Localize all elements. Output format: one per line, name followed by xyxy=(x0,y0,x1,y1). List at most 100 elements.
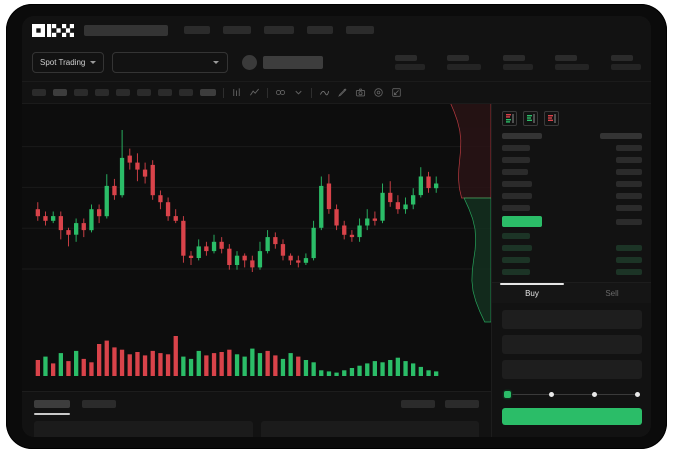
timeframe-button-active[interactable] xyxy=(53,89,67,96)
market-stat-value xyxy=(611,64,641,70)
orderbook-ask-row[interactable] xyxy=(502,191,642,200)
ask-amount xyxy=(616,192,642,199)
slider-step-1[interactable] xyxy=(549,391,554,397)
bottom-action-2[interactable] xyxy=(445,400,479,408)
search-input[interactable] xyxy=(84,24,168,36)
ask-price xyxy=(502,144,530,151)
orderbook-header-row xyxy=(502,131,642,140)
amount-slider[interactable] xyxy=(504,389,640,399)
candlestick-canvas xyxy=(22,104,491,376)
timeframe-button[interactable] xyxy=(116,89,130,96)
orderbook-bid-row[interactable] xyxy=(502,267,642,276)
camera-icon[interactable] xyxy=(355,87,366,98)
submit-order-button[interactable] xyxy=(502,408,642,425)
app-header xyxy=(22,16,651,44)
slider-step-3[interactable] xyxy=(635,391,640,397)
orderbook-bid-row[interactable] xyxy=(502,255,642,264)
orderbook-mode-bids[interactable] xyxy=(523,111,538,126)
pair-selector[interactable] xyxy=(112,52,229,73)
trend-line-icon[interactable] xyxy=(319,87,330,98)
orderbook-ask-row[interactable] xyxy=(502,167,642,176)
bottom-tab-1-label xyxy=(34,400,70,408)
orderbook-ask-row[interactable] xyxy=(502,179,642,188)
market-stat-label xyxy=(447,55,469,61)
bid-amount xyxy=(616,268,642,275)
market-stat-value xyxy=(447,64,481,70)
toolbar-divider xyxy=(223,87,224,98)
chevron-down-icon[interactable] xyxy=(293,87,304,98)
bottom-tab-2[interactable] xyxy=(82,400,116,415)
bottom-tab-1[interactable] xyxy=(34,400,70,415)
timeframe-button[interactable] xyxy=(137,89,151,96)
nav-item-1[interactable] xyxy=(184,26,210,34)
market-stat xyxy=(395,55,425,70)
chevron-down-icon xyxy=(213,61,220,64)
amount-field[interactable] xyxy=(502,335,642,354)
total-field[interactable] xyxy=(502,360,642,379)
market-stat xyxy=(503,55,533,70)
nav-item-5[interactable] xyxy=(346,26,374,34)
device-screen: Spot Trading xyxy=(22,16,651,437)
nav-item-2[interactable] xyxy=(223,26,251,34)
ask-price xyxy=(502,204,530,211)
product-selector[interactable]: Spot Trading xyxy=(32,52,105,73)
bottom-tabs xyxy=(22,392,491,415)
timeframe-button[interactable] xyxy=(179,89,193,96)
settings-icon[interactable] xyxy=(373,87,384,98)
orderbook-bid-row[interactable] xyxy=(502,231,642,240)
timeframe-button[interactable] xyxy=(95,89,109,96)
nav-item-4[interactable] xyxy=(307,26,333,34)
orderbook-mode-asks[interactable] xyxy=(544,111,559,126)
spread-amount xyxy=(616,218,642,225)
device-bezel: Spot Trading xyxy=(6,4,667,449)
nav-item-3[interactable] xyxy=(264,26,294,34)
price-chart[interactable] xyxy=(22,104,491,391)
market-stats xyxy=(395,55,641,70)
tab-buy[interactable]: Buy xyxy=(492,283,572,303)
pair-symbol xyxy=(263,56,324,69)
orderbook-ask-row[interactable] xyxy=(502,203,642,212)
fullscreen-icon[interactable] xyxy=(391,87,402,98)
market-stat-label xyxy=(395,55,417,61)
chevron-down-icon xyxy=(90,61,97,64)
orderbook-ask-row[interactable] xyxy=(502,143,642,152)
indicator-icon[interactable] xyxy=(275,87,286,98)
bid-price xyxy=(502,244,532,251)
toolbar-divider xyxy=(311,87,312,98)
bottom-content xyxy=(22,415,491,437)
toolbar-divider xyxy=(267,87,268,98)
ask-amount xyxy=(616,180,642,187)
ask-price xyxy=(502,156,530,163)
timeframe-button[interactable] xyxy=(32,89,46,96)
inactive-tab-underline xyxy=(82,413,116,415)
bottom-action-1[interactable] xyxy=(401,400,435,408)
slider-track xyxy=(508,393,636,395)
slider-step-2[interactable] xyxy=(592,391,597,397)
pencil-icon[interactable] xyxy=(337,87,348,98)
candlestick-icon[interactable] xyxy=(231,87,242,98)
market-stat-value xyxy=(555,64,589,70)
orderbook-view-modes xyxy=(492,104,651,131)
timeframe-button[interactable] xyxy=(74,89,88,96)
market-stat-value xyxy=(503,64,533,70)
ask-price xyxy=(502,180,532,187)
active-tab-underline xyxy=(34,413,70,415)
orderbook-ask-row[interactable] xyxy=(502,155,642,164)
slider-step-0[interactable] xyxy=(504,390,511,398)
market-stat-value xyxy=(395,64,425,70)
timeframe-button[interactable] xyxy=(158,89,172,96)
okx-logo[interactable] xyxy=(32,23,74,37)
orderbook-spread-row[interactable] xyxy=(502,215,642,228)
pair-display[interactable] xyxy=(242,55,324,70)
price-field[interactable] xyxy=(502,310,642,329)
ask-amount xyxy=(616,144,642,151)
timeframe-button[interactable] xyxy=(200,89,216,96)
line-chart-icon[interactable] xyxy=(249,87,260,98)
orderbook-bid-row[interactable] xyxy=(502,243,642,252)
orderbook-mode-both[interactable] xyxy=(502,111,517,126)
bid-price xyxy=(502,268,530,275)
orderbook-col-price xyxy=(502,132,542,139)
tab-sell[interactable]: Sell xyxy=(605,289,619,298)
bid-amount xyxy=(616,244,642,251)
